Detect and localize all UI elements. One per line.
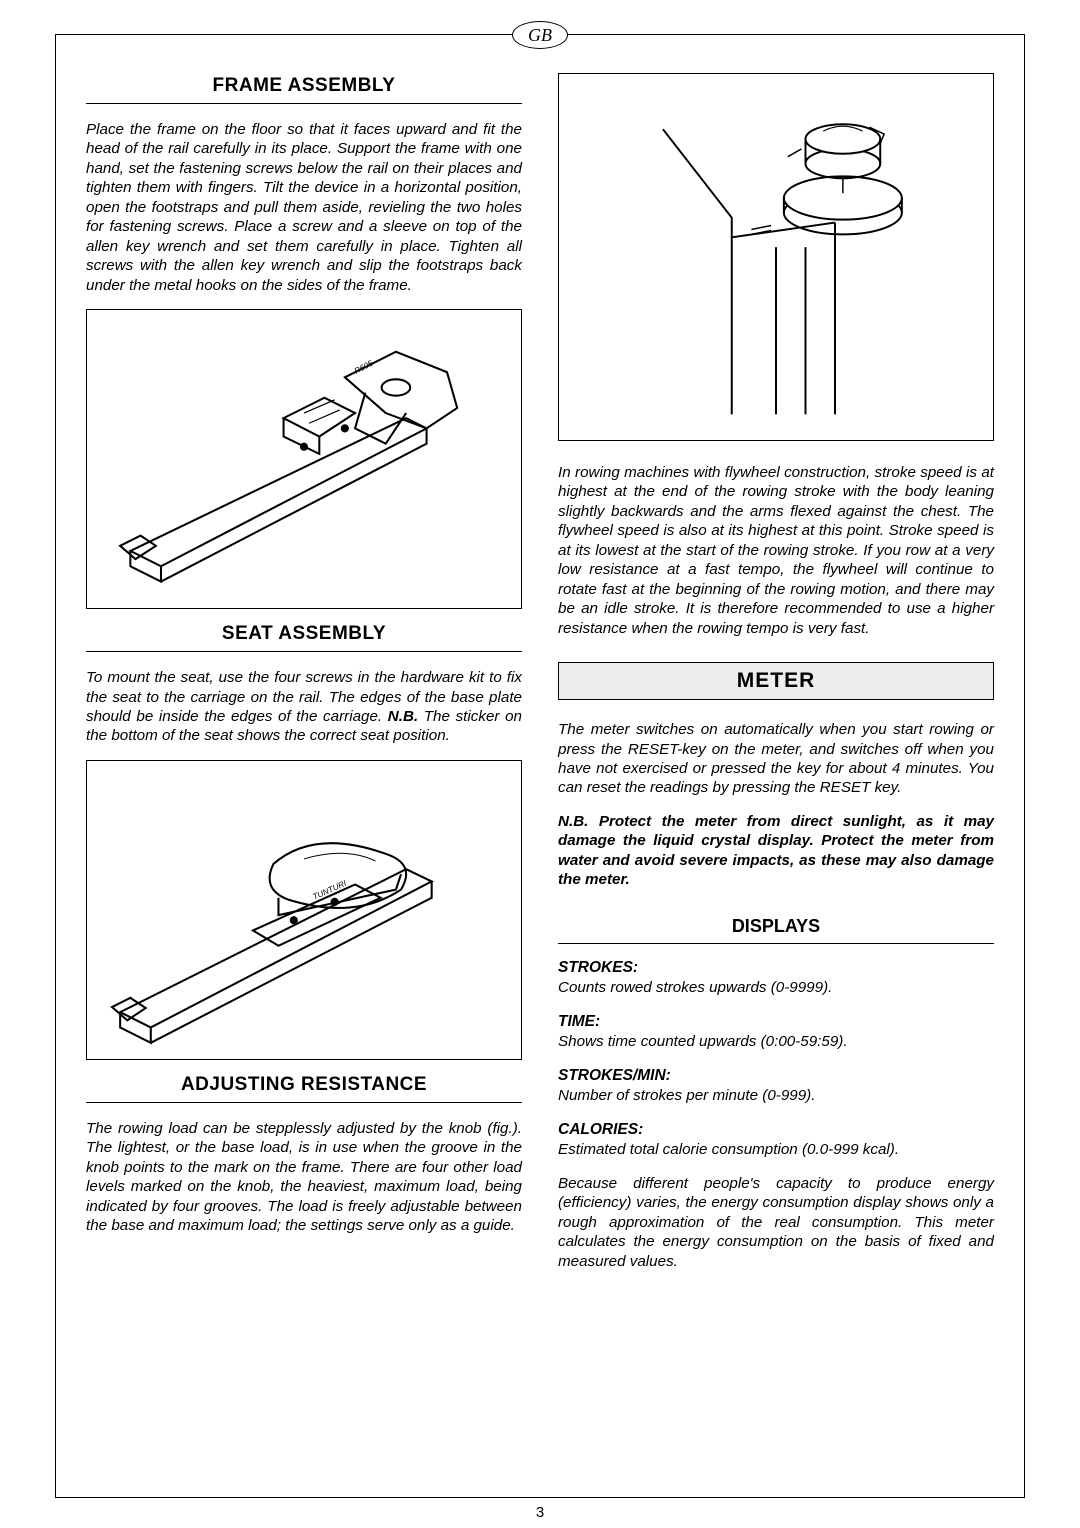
- rule: [86, 103, 522, 104]
- display-strokes: STROKES: Counts rowed strokes upwards (0…: [558, 958, 994, 998]
- left-column: FRAME ASSEMBLY Place the frame on the fl…: [86, 67, 522, 1477]
- display-desc: Shows time counted upwards (0:00-59:59).: [558, 1033, 848, 1050]
- display-desc: Counts rowed strokes upwards (0-9999).: [558, 979, 832, 996]
- knob-diagram-svg: [565, 80, 987, 434]
- displays-footer: Because different people's capacity to p…: [558, 1174, 994, 1271]
- adjusting-resistance-text: The rowing load can be stepplessly adjus…: [86, 1119, 522, 1236]
- meter-title: METER: [737, 669, 816, 692]
- meter-nb: N.B. Protect the meter from direct sunli…: [558, 812, 994, 890]
- display-label: TIME:: [558, 1013, 600, 1030]
- frame-diagram-svg: R605: [93, 316, 515, 602]
- seat-assembly-figure: TUNTURI: [86, 760, 522, 1060]
- seat-assembly-text: To mount the seat, use the four screws i…: [86, 668, 522, 746]
- display-time: TIME: Shows time counted upwards (0:00-5…: [558, 1012, 994, 1052]
- display-label: STROKES/MIN:: [558, 1067, 671, 1084]
- seat-diagram-svg: TUNTURI: [93, 767, 515, 1053]
- right-column: In rowing machines with flywheel constru…: [558, 67, 994, 1477]
- rule: [86, 1102, 522, 1103]
- header-country-label: GB: [512, 21, 568, 49]
- flywheel-text: In rowing machines with flywheel constru…: [558, 463, 994, 638]
- page-frame: GB FRAME ASSEMBLY Place the frame on the…: [55, 34, 1025, 1498]
- meter-heading-box: METER: [558, 662, 994, 700]
- display-label: CALORIES:: [558, 1121, 643, 1138]
- display-calories: CALORIES: Estimated total calorie consum…: [558, 1120, 994, 1160]
- seat-nb-label: N.B.: [388, 708, 418, 725]
- display-strokes-min: STROKES/MIN: Number of strokes per minut…: [558, 1066, 994, 1106]
- rule: [86, 651, 522, 652]
- content-columns: FRAME ASSEMBLY Place the frame on the fl…: [86, 67, 994, 1477]
- frame-assembly-figure: R605: [86, 309, 522, 609]
- adjusting-resistance-title: ADJUSTING RESISTANCE: [86, 1074, 522, 1096]
- display-label: STROKES:: [558, 959, 638, 976]
- display-desc: Number of strokes per minute (0-999).: [558, 1087, 815, 1104]
- seat-assembly-title: SEAT ASSEMBLY: [86, 623, 522, 645]
- resistance-knob-figure: [558, 73, 994, 441]
- display-desc: Estimated total calorie consumption (0.0…: [558, 1141, 899, 1158]
- frame-assembly-title: FRAME ASSEMBLY: [86, 75, 522, 97]
- displays-title: DISPLAYS: [558, 916, 994, 937]
- meter-intro: The meter switches on automatically when…: [558, 720, 994, 798]
- figure1-label: R605: [353, 359, 375, 376]
- frame-assembly-text: Place the frame on the floor so that it …: [86, 120, 522, 295]
- page-number: 3: [536, 1504, 544, 1521]
- rule: [558, 943, 994, 944]
